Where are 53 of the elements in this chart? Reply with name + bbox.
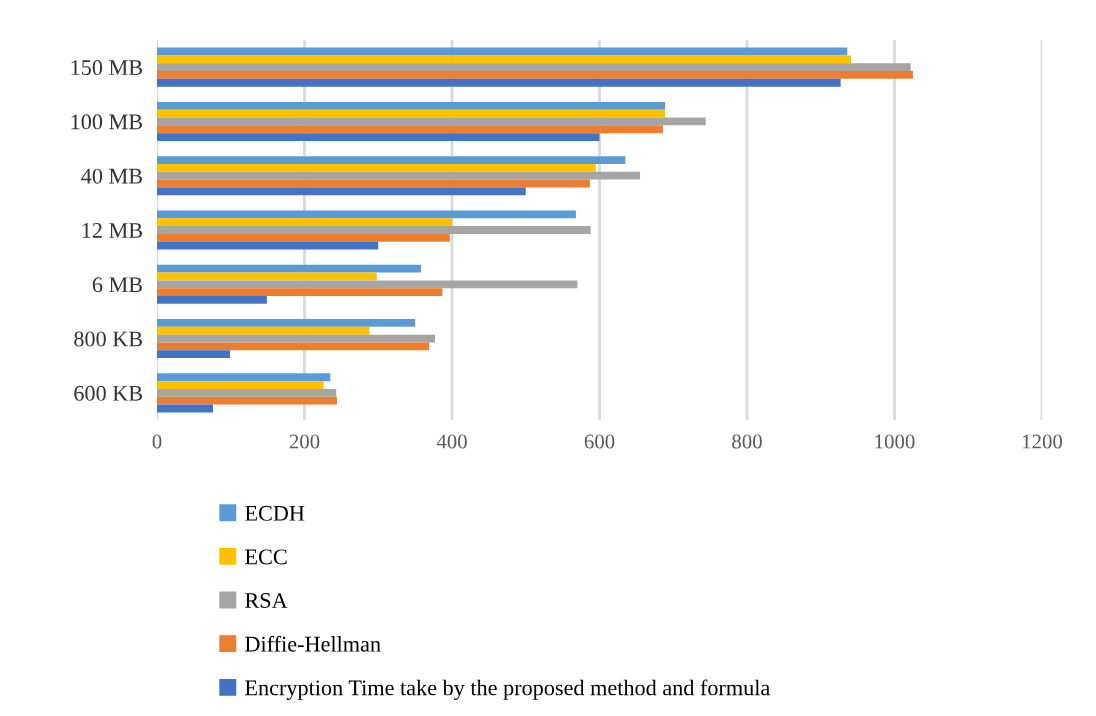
bar — [157, 319, 416, 327]
bar — [157, 78, 841, 87]
bar — [157, 117, 706, 126]
legend-label: Encryption Time take by the proposed method and formula — [245, 679, 770, 700]
legend-label: Diffie-Hellman — [245, 635, 381, 652]
y-tick-label: 600 KB — [74, 385, 143, 401]
x-tick-label: 200 — [289, 434, 320, 449]
bar — [157, 63, 911, 72]
x-tick-label: 400 — [436, 434, 467, 449]
legend-label: ECDH — [245, 505, 305, 521]
bar — [157, 381, 324, 389]
bar — [157, 326, 370, 335]
x-tick-label: 1200 — [1023, 434, 1063, 449]
bar — [157, 187, 526, 196]
y-tick-label: 6 MB — [92, 277, 143, 293]
y-tick-label: 150 MB — [71, 60, 143, 76]
bar — [157, 163, 596, 172]
legend-label: RSA — [245, 593, 288, 609]
bar — [157, 342, 430, 351]
legend-label: ECC — [245, 549, 287, 565]
bar — [157, 210, 576, 219]
y-tick-label: 40 MB — [81, 168, 143, 184]
bar — [157, 241, 379, 250]
y-tick-label: 800 KB — [74, 331, 143, 347]
bar — [157, 125, 663, 134]
x-tick-label: 600 — [584, 434, 615, 449]
y-tick-label: 100 MB — [71, 114, 143, 130]
bar — [157, 334, 436, 343]
x-tick-label: 1000 — [875, 434, 915, 449]
bar — [157, 373, 331, 382]
bar — [157, 226, 591, 234]
x-tick-label: 0 — [152, 434, 162, 449]
bar — [157, 101, 666, 110]
y-tick-label: 12 MB — [82, 222, 143, 238]
bar — [157, 71, 913, 79]
x-tick-label: 800 — [732, 434, 762, 449]
bar — [157, 55, 851, 64]
bar — [157, 233, 450, 242]
bar — [157, 264, 422, 273]
bar — [157, 109, 666, 118]
bar — [157, 171, 641, 180]
bar — [157, 179, 590, 188]
bar — [157, 280, 578, 289]
bar — [157, 272, 377, 281]
bar — [157, 296, 267, 304]
bar — [157, 47, 848, 56]
bar — [157, 156, 626, 164]
bar — [157, 133, 600, 141]
bar — [157, 350, 231, 359]
bar — [157, 396, 337, 405]
bar — [157, 388, 337, 397]
bar — [157, 218, 452, 227]
bar — [157, 288, 443, 297]
